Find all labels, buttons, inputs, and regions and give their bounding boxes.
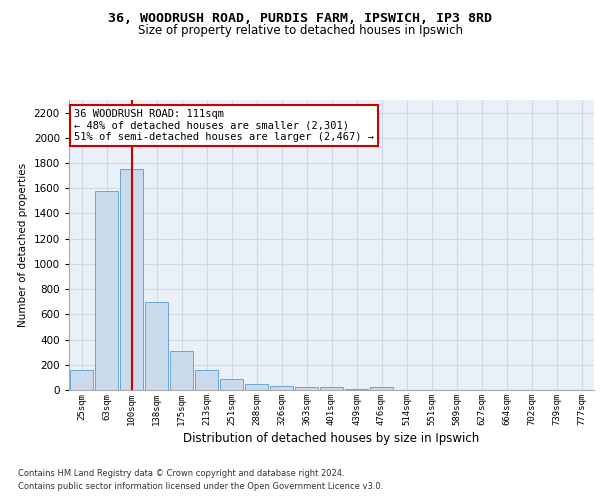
Bar [120,170,143,390]
Text: Contains HM Land Registry data © Crown copyright and database right 2024.: Contains HM Land Registry data © Crown c… [18,468,344,477]
Text: 36 WOODRUSH ROAD: 111sqm
← 48% of detached houses are smaller (2,301)
51% of sem: 36 WOODRUSH ROAD: 111sqm ← 48% of detach… [74,108,374,142]
Bar [270,386,293,390]
Text: Contains public sector information licensed under the Open Government Licence v3: Contains public sector information licen… [18,482,383,491]
Bar [220,380,243,390]
Bar [320,388,343,390]
Bar [170,351,193,390]
Bar [245,384,268,390]
Text: Size of property relative to detached houses in Ipswich: Size of property relative to detached ho… [137,24,463,37]
Bar [370,388,393,390]
Bar [145,302,168,390]
Bar [195,370,218,390]
Bar [70,370,93,390]
X-axis label: Distribution of detached houses by size in Ipswich: Distribution of detached houses by size … [184,432,479,445]
Bar [95,191,118,390]
Bar [295,387,318,390]
Y-axis label: Number of detached properties: Number of detached properties [18,163,28,327]
Text: 36, WOODRUSH ROAD, PURDIS FARM, IPSWICH, IP3 8RD: 36, WOODRUSH ROAD, PURDIS FARM, IPSWICH,… [108,12,492,26]
